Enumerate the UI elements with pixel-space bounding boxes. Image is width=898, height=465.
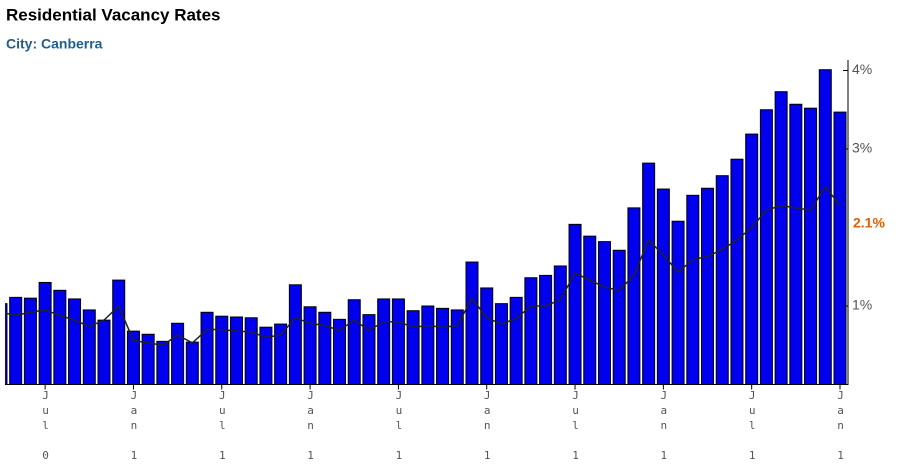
bar xyxy=(377,298,391,385)
bar xyxy=(9,296,23,385)
bar xyxy=(171,322,185,385)
bar xyxy=(656,188,670,385)
bar xyxy=(185,341,199,385)
bar xyxy=(553,265,567,385)
bar xyxy=(774,91,788,385)
bar xyxy=(391,298,405,385)
bar xyxy=(480,287,494,385)
bar xyxy=(671,220,685,385)
bar xyxy=(5,303,8,385)
line xyxy=(5,185,841,347)
bar xyxy=(568,223,582,385)
bar xyxy=(421,305,435,385)
bar xyxy=(818,69,832,385)
bar xyxy=(274,323,288,385)
bar xyxy=(215,315,229,385)
bar xyxy=(612,249,626,385)
bar xyxy=(200,311,214,385)
bar xyxy=(642,162,656,385)
bar xyxy=(804,107,818,385)
x-tick-label: Jul 12 xyxy=(569,389,582,465)
bar xyxy=(715,175,729,385)
bar xyxy=(583,235,597,385)
x-tick-label: Jan 10 xyxy=(127,389,140,465)
x-tick-label: Jul 10 xyxy=(216,389,229,465)
chart-title: Residential Vacancy Rates xyxy=(6,5,221,24)
bar xyxy=(627,207,641,385)
y-tick-label: 1% xyxy=(852,297,872,313)
bar xyxy=(509,296,523,385)
bar xyxy=(288,284,302,385)
x-tick-label: Jul 13 xyxy=(746,389,759,465)
x-tick-label: Jan 12 xyxy=(481,389,494,465)
chart-subtitle: City: Canberra xyxy=(6,36,103,52)
bar xyxy=(82,309,96,385)
bar xyxy=(450,309,464,385)
bar xyxy=(38,281,52,385)
bar xyxy=(494,303,508,385)
bar xyxy=(53,289,67,385)
bar xyxy=(244,317,258,385)
x-tick-label: Jan 13 xyxy=(657,389,670,465)
y-tick-label: 3% xyxy=(852,140,872,156)
bar xyxy=(436,307,450,385)
bar xyxy=(318,311,332,385)
bar xyxy=(112,279,126,385)
bar xyxy=(789,103,803,385)
y-tick-label: 4% xyxy=(852,61,872,77)
bar xyxy=(156,340,170,385)
bar xyxy=(303,306,317,385)
bar xyxy=(597,241,611,385)
annotation: 2.1% xyxy=(853,215,885,231)
x-tick-label: Jul 11 xyxy=(392,389,405,465)
x-tick-label: Jan 11 xyxy=(304,389,317,465)
bar xyxy=(68,298,82,385)
bar xyxy=(97,319,111,385)
bar xyxy=(465,261,479,385)
bar xyxy=(362,314,376,385)
bar xyxy=(730,158,744,385)
bar xyxy=(759,109,773,385)
bar xyxy=(745,133,759,385)
x-tick-label: Jan 14 xyxy=(834,389,847,465)
bar xyxy=(524,277,538,385)
bar xyxy=(539,274,553,385)
bar xyxy=(406,310,420,385)
bar xyxy=(701,187,715,385)
bar xyxy=(229,316,243,385)
bar xyxy=(686,194,700,385)
bar xyxy=(833,111,847,385)
plot-area xyxy=(5,69,847,385)
bar xyxy=(347,299,361,385)
x-tick-label: Jul 09 xyxy=(39,389,52,465)
